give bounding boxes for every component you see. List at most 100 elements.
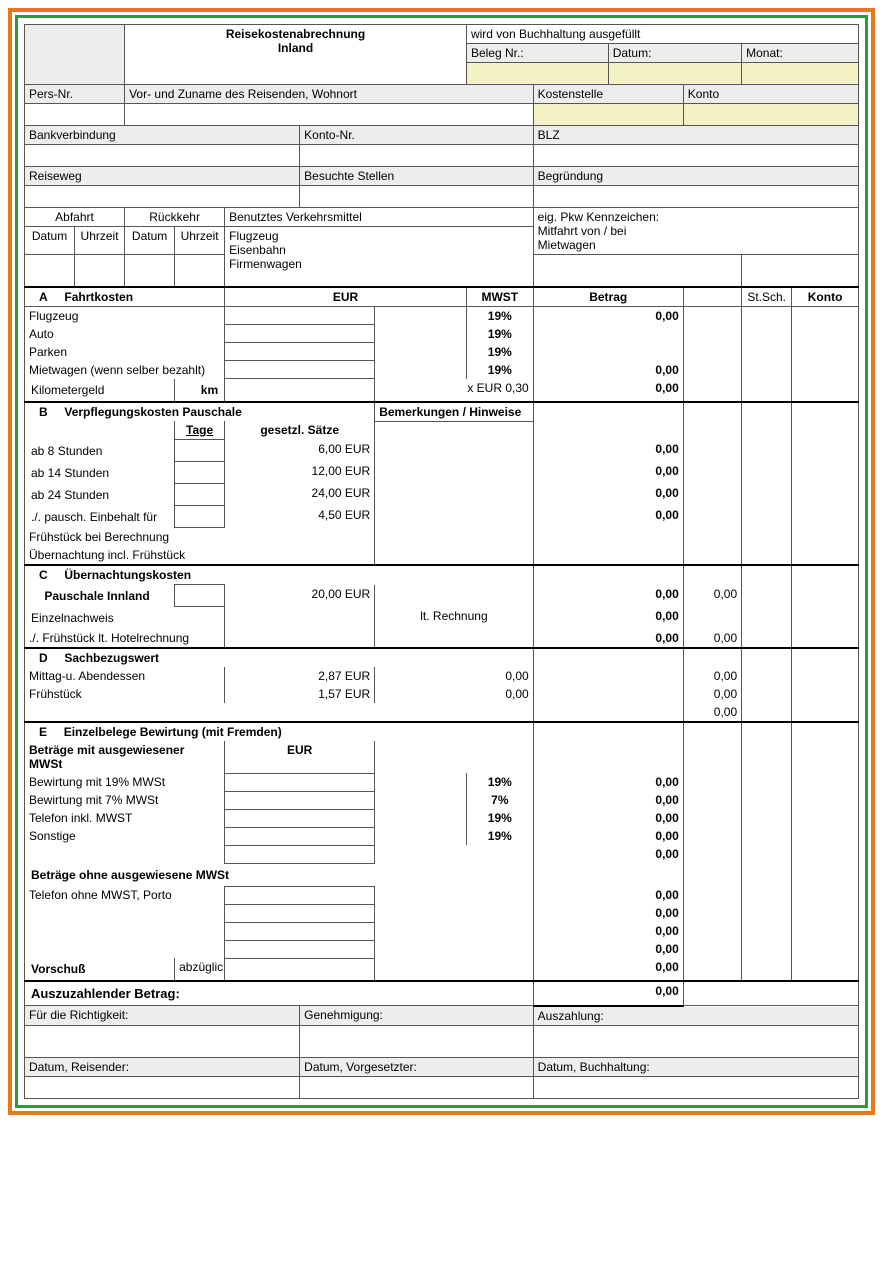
- c-pauschale-betrag: 0,00: [533, 585, 683, 607]
- e-o-2-input[interactable]: [225, 922, 375, 940]
- name-input[interactable]: [125, 104, 534, 126]
- bank-label: Bankverbindung: [25, 126, 300, 145]
- vorschuss-input[interactable]: [225, 958, 375, 981]
- eig-pkw-input[interactable]: [533, 255, 741, 287]
- e-eur: EUR: [225, 741, 375, 773]
- eig-pkw: eig. Pkw Kennzeichen:: [538, 210, 854, 224]
- a-row-1-betrag: [533, 325, 683, 343]
- vorschuss-label: Vorschuß: [25, 958, 175, 981]
- e-o-0-input[interactable]: [225, 886, 375, 904]
- kontonr-label: Konto-Nr.: [300, 126, 534, 145]
- richtigkeit-sign[interactable]: [25, 1025, 300, 1057]
- b-row-0-tage[interactable]: [175, 440, 225, 462]
- begruendung-input[interactable]: [533, 186, 858, 208]
- title-line2: Inland: [129, 41, 462, 55]
- section-c-header: C Übernachtungskosten: [25, 565, 534, 585]
- c-fruehstueck-betrag: 0,00: [533, 629, 683, 648]
- abfahrt-datum-input[interactable]: [25, 255, 75, 287]
- genehmigung-label: Genehmigung:: [300, 1006, 534, 1026]
- blz-input[interactable]: [533, 145, 858, 167]
- c-pauschale-extra: 0,00: [683, 585, 741, 607]
- abfahrt-uhrzeit-input[interactable]: [75, 255, 125, 287]
- section-e-header: E Einzelbelege Bewirtung (mit Fremden): [25, 722, 534, 741]
- datum-input[interactable]: [608, 63, 741, 85]
- mitfahrt-input[interactable]: [742, 255, 859, 287]
- datum-reisender-label: Datum, Reisender:: [25, 1057, 300, 1076]
- e-o-1-input[interactable]: [225, 904, 375, 922]
- a-row-0-betrag: 0,00: [533, 306, 683, 325]
- c-pauschale-rate: 20,00 EUR: [225, 585, 375, 607]
- bank-input[interactable]: [25, 145, 300, 167]
- persnr-input[interactable]: [25, 104, 125, 126]
- e-sub2: Beträge ohne ausgewiesene MWSt: [25, 863, 534, 886]
- richtigkeit-label: Für die Richtigkeit:: [25, 1006, 300, 1026]
- bemerkungen-area[interactable]: [375, 421, 533, 565]
- e-m-2-input[interactable]: [225, 809, 375, 827]
- datum-vorgesetzter-input[interactable]: [300, 1076, 534, 1098]
- a-row-3-betrag: 0,00: [533, 361, 683, 379]
- auszahl-label: Auszuzahlender Betrag:: [25, 981, 534, 1006]
- d-row-0-rate: 2,87 EUR: [225, 667, 375, 685]
- col-konto: Konto: [792, 287, 859, 307]
- kostenstelle-label: Kostenstelle: [533, 85, 683, 104]
- logo-area: [25, 25, 125, 85]
- a-row-3-mwst: 19%: [466, 361, 533, 379]
- datum-buchhaltung-input[interactable]: [533, 1076, 858, 1098]
- datum-reisender-input[interactable]: [25, 1076, 300, 1098]
- name-label: Vor- und Zuname des Reisenden, Wohnort: [125, 85, 534, 104]
- col-betrag: Betrag: [533, 287, 683, 307]
- tage-label: Tage: [175, 421, 225, 440]
- b-row-2-tage[interactable]: [175, 484, 225, 506]
- a-row-1-mwst: 19%: [466, 325, 533, 343]
- genehmigung-sign[interactable]: [300, 1025, 534, 1057]
- b-row-2-betrag: 0,00: [533, 484, 683, 506]
- rueckkehr-datum-input[interactable]: [125, 255, 175, 287]
- b-row-1-betrag: 0,00: [533, 462, 683, 484]
- e-m-1-input[interactable]: [225, 791, 375, 809]
- b-row-1-tage[interactable]: [175, 462, 225, 484]
- rueckkehr-uhrzeit-input[interactable]: [175, 255, 225, 287]
- mietwagen: Mietwagen: [538, 238, 854, 252]
- e-m-extra-input[interactable]: [225, 845, 375, 863]
- a-row-3-input[interactable]: [225, 361, 375, 379]
- e-m-1-label: Bewirtung mit 7% MWSt: [25, 791, 225, 809]
- km-label: Kilometergeld: [25, 379, 175, 402]
- kostenstelle-input[interactable]: [533, 104, 683, 126]
- rueckkehr-uhrzeit: Uhrzeit: [175, 227, 225, 255]
- c-fruehstueck: ./. Frühstück lt. Hotelrechnung: [25, 629, 225, 648]
- e-m-1-mwst: 7%: [466, 791, 533, 809]
- bemerkungen-label: Bemerkungen / Hinweise: [375, 402, 533, 422]
- d-row-0-extra: 0,00: [683, 667, 741, 685]
- e-m-3-input[interactable]: [225, 827, 375, 845]
- e-o-3-input[interactable]: [225, 940, 375, 958]
- kontonr-input[interactable]: [300, 145, 534, 167]
- benutztes-label: Benutztes Verkehrsmittel: [225, 208, 534, 227]
- auszahlung-sign[interactable]: [533, 1025, 858, 1057]
- verkehr-firmenwagen: Firmenwagen: [229, 257, 529, 271]
- c-pauschale-input[interactable]: [175, 585, 225, 607]
- a-row-2-betrag: [533, 343, 683, 361]
- e-sub1: Beträge mit ausgewiesener MWSt: [25, 741, 225, 773]
- konto-label: Konto: [683, 85, 858, 104]
- b-row-0-betrag: 0,00: [533, 440, 683, 462]
- b-einbehalt-tage[interactable]: [175, 506, 225, 528]
- verkehr-eisenbahn: Eisenbahn: [229, 243, 529, 257]
- d-sum-extra: 0,00: [683, 703, 741, 722]
- beleg-nr-input[interactable]: [466, 63, 608, 85]
- e-o-3-betrag: 0,00: [533, 940, 683, 958]
- a-row-1-input[interactable]: [225, 325, 375, 343]
- a-row-0-input[interactable]: [225, 306, 375, 325]
- col-mwst: MWST: [466, 287, 533, 307]
- e-extra-betrag: 0,00: [533, 845, 683, 863]
- monat-input[interactable]: [742, 63, 859, 85]
- besuchte-label: Besuchte Stellen: [300, 167, 534, 186]
- expense-form: Reisekostenabrechnung Inland wird von Bu…: [24, 24, 859, 1099]
- c-einzel-note: lt. Rechnung: [375, 607, 533, 630]
- km-input[interactable]: [225, 379, 375, 402]
- a-row-2-input[interactable]: [225, 343, 375, 361]
- e-m-0-input[interactable]: [225, 773, 375, 791]
- reiseweg-input[interactable]: [25, 186, 300, 208]
- rueckkehr-label: Rückkehr: [125, 208, 225, 227]
- konto-input[interactable]: [683, 104, 858, 126]
- besuchte-input[interactable]: [300, 186, 534, 208]
